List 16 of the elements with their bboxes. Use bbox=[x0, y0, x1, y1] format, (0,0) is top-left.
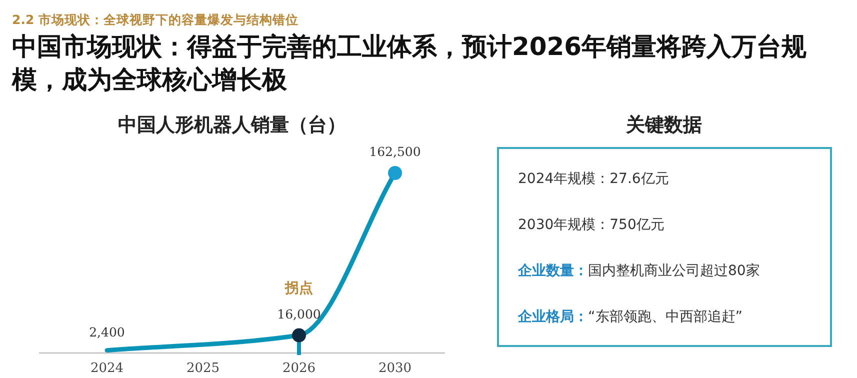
text: 企业数量：国内整机商业公司超过80家 bbox=[517, 263, 760, 279]
x-tick-label: 2025 bbox=[186, 361, 220, 376]
text: 关键数据 bbox=[625, 114, 702, 136]
data-label: 162,500 bbox=[369, 144, 421, 159]
x-tick-label: 2030 bbox=[378, 361, 412, 376]
x-tick-label: 2026 bbox=[282, 361, 316, 376]
text: 企业格局：“东部领跑、中西部追赶” bbox=[517, 309, 743, 325]
x-tick-label: 2024 bbox=[90, 361, 124, 376]
chart-title: 中国人形机器人销量（台） bbox=[118, 114, 346, 136]
text: 中国市场现状：得益于完善的工业体系，预计2026年销量将跨入万台规模，成为全球核心增长极 bbox=[11, 32, 807, 94]
text: 2.2 市场现状：全球视野下的容量爆发与结构错位 bbox=[12, 12, 298, 27]
text: 2024年规模：27.6亿元 bbox=[518, 171, 669, 187]
data-label: 16,000 bbox=[277, 306, 321, 322]
text: 2030年规模：750亿元 bbox=[518, 217, 664, 233]
ref-line-label: 拐点 bbox=[284, 280, 313, 296]
data-label: 2,400 bbox=[89, 324, 125, 340]
